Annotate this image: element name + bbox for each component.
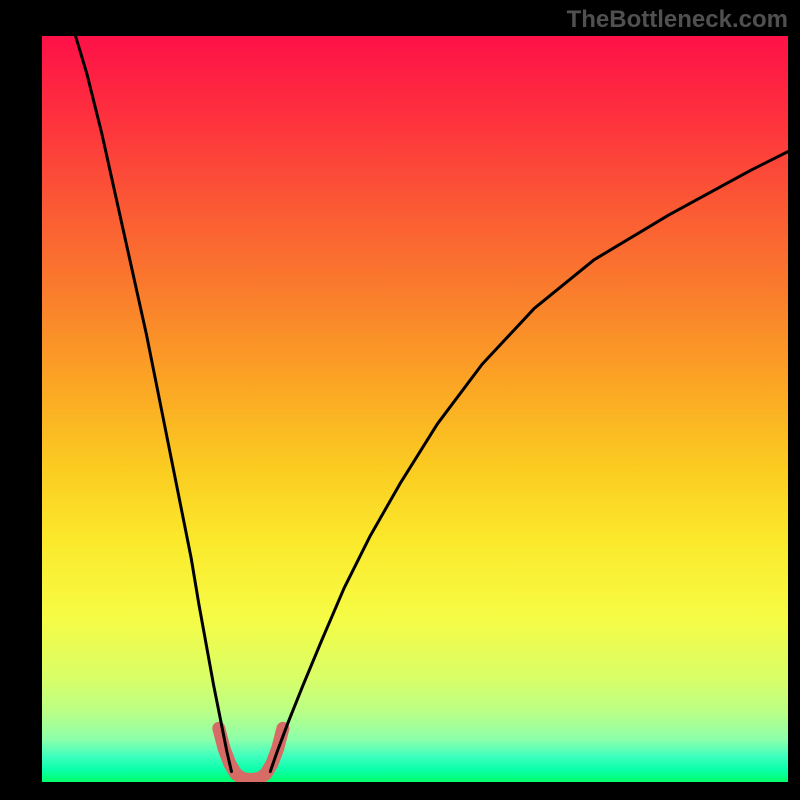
watermark-text: TheBottleneck.com (567, 6, 788, 34)
chart-container: TheBottleneck.com (0, 0, 800, 800)
bottleneck-curve-left (76, 36, 232, 772)
plot-area (42, 36, 788, 782)
chart-svg (42, 36, 788, 782)
bottleneck-curve-right (270, 152, 788, 772)
